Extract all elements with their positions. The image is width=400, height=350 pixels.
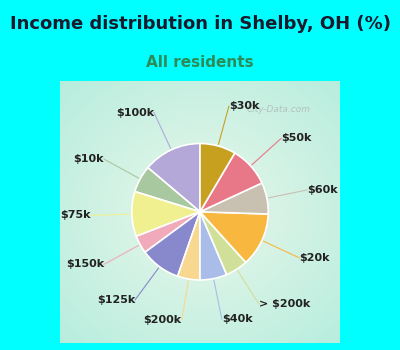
Wedge shape (136, 212, 200, 252)
Text: $30k: $30k (229, 101, 259, 111)
Wedge shape (145, 212, 200, 276)
Wedge shape (178, 212, 200, 280)
Wedge shape (200, 212, 246, 275)
Text: $10k: $10k (74, 154, 104, 164)
Text: All residents: All residents (146, 55, 254, 70)
Wedge shape (135, 168, 200, 212)
Text: $200k: $200k (144, 315, 182, 324)
Wedge shape (200, 212, 268, 262)
Text: $60k: $60k (307, 185, 338, 195)
Text: $40k: $40k (222, 314, 252, 324)
Text: $125k: $125k (97, 295, 135, 305)
Text: $75k: $75k (60, 210, 91, 220)
Wedge shape (200, 212, 227, 280)
Text: > $200k: > $200k (259, 299, 310, 309)
Text: $100k: $100k (116, 107, 154, 118)
Text: Income distribution in Shelby, OH (%): Income distribution in Shelby, OH (%) (10, 15, 390, 33)
Text: $150k: $150k (66, 259, 104, 269)
Wedge shape (200, 183, 268, 214)
Text: City-Data.com: City-Data.com (246, 105, 310, 114)
Wedge shape (200, 153, 262, 212)
Wedge shape (200, 144, 235, 212)
Text: $20k: $20k (299, 253, 330, 263)
Wedge shape (132, 191, 200, 236)
Wedge shape (148, 144, 200, 212)
Text: $50k: $50k (281, 133, 312, 143)
